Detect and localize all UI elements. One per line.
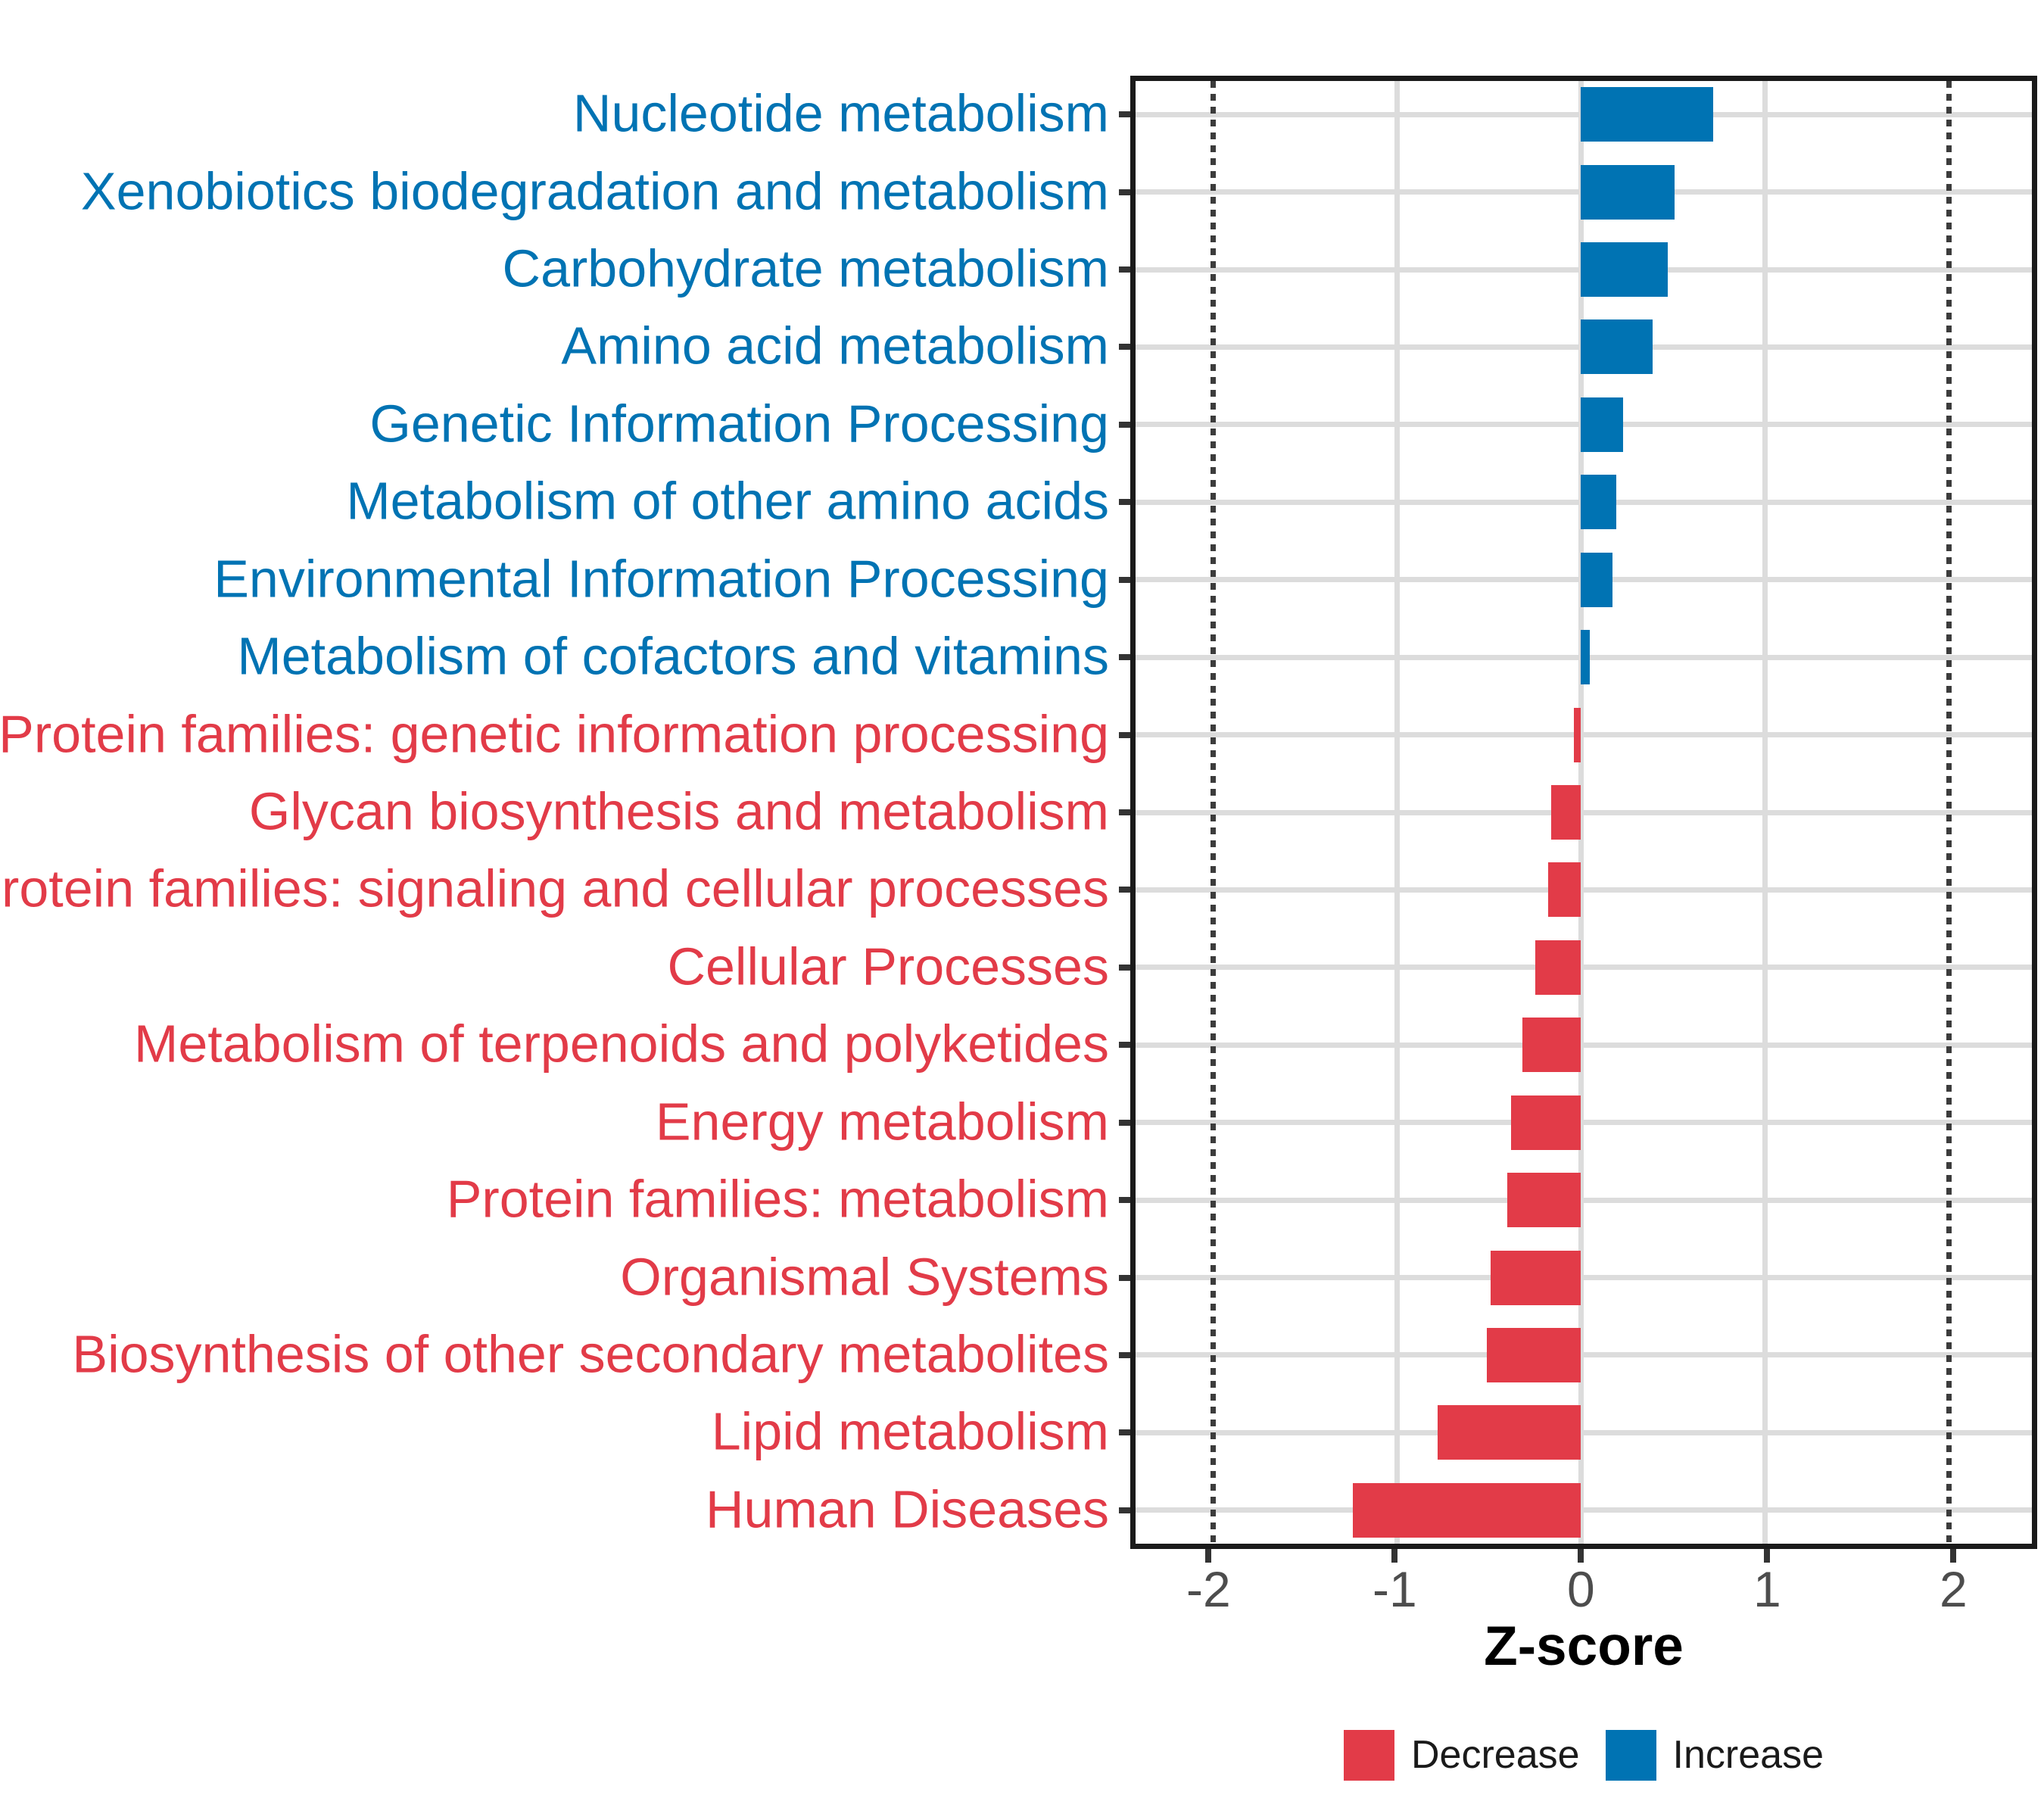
row-gridline xyxy=(1136,1120,2032,1126)
row-gridline xyxy=(1136,732,2032,738)
bar xyxy=(1437,1405,1581,1460)
bar xyxy=(1491,1250,1581,1305)
x-tick-label: 0 xyxy=(1566,1561,1595,1617)
row-gridline xyxy=(1136,1275,2032,1281)
y-tick xyxy=(1119,1429,1130,1436)
bar xyxy=(1581,242,1668,298)
plot-panel xyxy=(1130,76,2037,1549)
category-label: Organismal Systems xyxy=(620,1247,1109,1307)
row-gridline xyxy=(1136,1429,2032,1435)
row-gridline xyxy=(1136,1197,2032,1203)
y-tick xyxy=(1119,654,1130,661)
y-tick xyxy=(1119,964,1130,971)
bar xyxy=(1507,1173,1581,1228)
legend-key-decrease-swatch xyxy=(1343,1729,1394,1781)
bar xyxy=(1352,1482,1581,1538)
x-axis-title: Z-score xyxy=(1484,1616,1684,1677)
legend-item-increase: Increase xyxy=(1605,1729,1824,1781)
category-label: Environmental Information Processing xyxy=(213,549,1109,609)
category-label: Carbohydrate metabolism xyxy=(502,238,1109,298)
y-tick xyxy=(1119,189,1130,195)
legend-label-decrease: Decrease xyxy=(1410,1733,1580,1777)
row-gridline xyxy=(1136,1042,2032,1048)
x-tick xyxy=(1950,1549,1957,1563)
x-tick xyxy=(1205,1549,1212,1563)
y-tick xyxy=(1119,344,1130,351)
x-tick-label: -1 xyxy=(1372,1561,1417,1617)
dashed-reference-line xyxy=(1946,81,1952,1544)
y-tick xyxy=(1119,887,1130,893)
category-label: Energy metabolism xyxy=(655,1092,1109,1152)
row-gridline xyxy=(1136,809,2032,815)
x-tick xyxy=(1391,1549,1398,1563)
legend-label-increase: Increase xyxy=(1672,1733,1824,1777)
category-label: Xenobiotics biodegradation and metabolis… xyxy=(80,161,1109,221)
row-gridline xyxy=(1136,887,2032,893)
y-tick xyxy=(1119,1351,1130,1358)
bar xyxy=(1581,87,1714,142)
category-label: Metabolism of other amino acids xyxy=(346,471,1109,531)
x-tick-label: 1 xyxy=(1753,1561,1781,1617)
x-tick-label: -2 xyxy=(1186,1561,1231,1617)
y-tick xyxy=(1119,1042,1130,1049)
y-tick xyxy=(1119,111,1130,118)
bar xyxy=(1581,397,1624,452)
row-gridline xyxy=(1136,1507,2032,1513)
category-label: Amino acid metabolism xyxy=(561,316,1109,376)
bar xyxy=(1581,319,1653,375)
bar xyxy=(1522,1018,1581,1073)
category-label: Glycan biosynthesis and metabolism xyxy=(248,781,1109,841)
x-tick-label: 2 xyxy=(1939,1561,1968,1617)
category-label: Lipid metabolism xyxy=(711,1401,1109,1461)
category-label: Protein families: signaling and cellular… xyxy=(0,859,1109,919)
legend-item-decrease: Decrease xyxy=(1343,1729,1580,1781)
bar xyxy=(1547,862,1581,918)
bar xyxy=(1551,785,1581,840)
y-tick xyxy=(1119,1119,1130,1126)
category-label: Metabolism of terpenoids and polyketides xyxy=(134,1014,1109,1074)
bar xyxy=(1573,707,1581,762)
bar xyxy=(1581,475,1616,530)
legend: Decrease Increase xyxy=(1130,1728,2037,1781)
category-label: Metabolism of cofactors and vitamins xyxy=(237,626,1109,686)
category-label: Protein families: metabolism xyxy=(446,1169,1109,1229)
category-label: Nucleotide metabolism xyxy=(572,83,1109,143)
y-tick xyxy=(1119,499,1130,506)
dashed-reference-line xyxy=(1210,81,1216,1544)
category-label: Genetic Information Processing xyxy=(369,394,1109,453)
y-tick xyxy=(1119,1197,1130,1204)
category-label: Human Diseases xyxy=(706,1479,1109,1539)
category-label: Cellular Processes xyxy=(667,937,1109,996)
bar xyxy=(1581,164,1675,220)
x-tick xyxy=(1764,1549,1771,1563)
y-tick xyxy=(1119,809,1130,815)
y-tick xyxy=(1119,421,1130,428)
row-gridline xyxy=(1136,965,2032,971)
bar xyxy=(1581,552,1612,607)
y-tick xyxy=(1119,1507,1130,1513)
bar xyxy=(1510,1095,1581,1150)
y-tick xyxy=(1119,576,1130,583)
legend-key-increase-swatch xyxy=(1605,1729,1656,1781)
bar xyxy=(1581,630,1591,685)
category-label: Biosynthesis of other secondary metaboli… xyxy=(72,1324,1109,1384)
category-label: Protein families: genetic information pr… xyxy=(0,704,1109,764)
y-tick xyxy=(1119,266,1130,273)
x-tick xyxy=(1578,1549,1584,1563)
bar xyxy=(1487,1327,1581,1382)
bar xyxy=(1535,940,1581,995)
y-tick xyxy=(1119,731,1130,738)
y-tick xyxy=(1119,1274,1130,1281)
row-gridline xyxy=(1136,1352,2032,1358)
